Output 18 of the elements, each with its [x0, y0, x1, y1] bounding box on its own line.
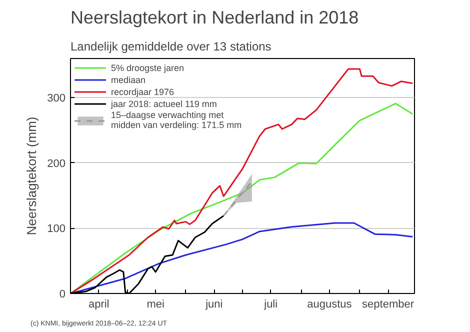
- x-tick-label: juli: [263, 298, 278, 310]
- y-tick-label: 0: [59, 288, 66, 300]
- chart-title: Neerslagtekort in Nederland in 2018: [70, 8, 359, 28]
- y-axis-title: Neerslagtekort (mm): [24, 116, 40, 236]
- legend-label: recordjaar 1976: [111, 86, 174, 97]
- legend-label: jaar 2018: actueel 119 mm: [111, 98, 217, 109]
- y-tick-label: 200: [47, 158, 66, 170]
- x-tick-label: april: [88, 298, 110, 310]
- y-tick-label: 100: [47, 223, 66, 236]
- x-tick-label: augustus: [307, 298, 352, 310]
- legend-label: mediaan: [111, 74, 146, 85]
- legend-label: 15–daagse verwachting met midden van verdeling: 171.5 mm: [111, 110, 242, 130]
- x-tick-label: mei: [146, 298, 164, 310]
- y-tick-label: 300: [47, 92, 66, 105]
- x-tick-label: september: [362, 298, 414, 310]
- x-tick-label: juni: [204, 298, 223, 310]
- chart-subtitle: Landelijk gemiddelde over 13 stations: [70, 40, 272, 54]
- legend-label: 5% droogste jaren: [111, 62, 184, 73]
